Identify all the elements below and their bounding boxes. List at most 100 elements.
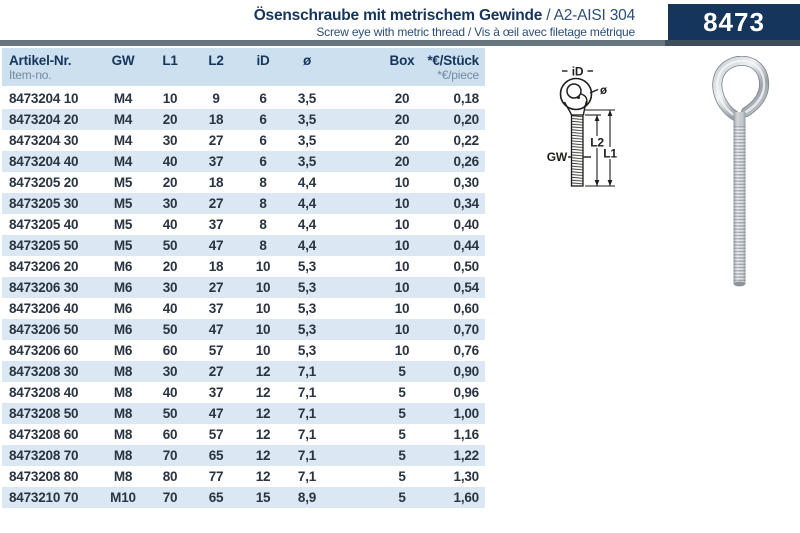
table-row: 8473204 20 M4 20 18 6 3,5 20 0,20: [2, 109, 485, 130]
cell-l2: 65: [208, 490, 224, 505]
cell-box-quantity: 5: [398, 427, 406, 442]
diagram-label-diameter: ø: [600, 85, 607, 97]
cell-l1: 40: [162, 154, 178, 169]
cell-l2: 47: [208, 406, 224, 421]
column-header-diameter: ø: [302, 53, 312, 68]
cell-id: 10: [255, 259, 271, 274]
product-photo: [712, 56, 769, 287]
cell-l1: 30: [162, 280, 178, 295]
cell-l1: 60: [162, 427, 178, 442]
table-row: 8473206 50 M6 50 47 10 5,3 10 0,70: [2, 319, 485, 340]
cell-spacer: [324, 340, 380, 361]
cell-id: 12: [255, 448, 271, 463]
cell-l1: 30: [162, 196, 178, 211]
column-header-article-sub: Item-no.: [9, 68, 52, 82]
cell-box-quantity: 20: [394, 133, 410, 148]
table-row: 8473205 50 M5 50 47 8 4,4 10 0,44: [2, 235, 485, 256]
cell-price: 0,50: [453, 259, 480, 274]
cell-l1: 50: [162, 238, 178, 253]
cell-gw: M6: [113, 301, 133, 316]
cell-gw: M6: [113, 259, 133, 274]
cell-gw: M6: [113, 322, 133, 337]
cell-spacer: [324, 277, 380, 298]
cell-price: 0,18: [453, 91, 480, 106]
cell-box-quantity: 10: [394, 280, 410, 295]
cell-article-number: 8473204 10: [9, 91, 79, 106]
cell-diameter: 3,5: [297, 154, 317, 169]
cell-article-number: 8473205 40: [9, 217, 79, 232]
table-row: 8473208 80 M8 80 77 12 7,1 5 1,30: [2, 466, 485, 487]
cell-gw: M8: [113, 364, 133, 379]
cell-diameter: 5,3: [297, 301, 317, 316]
column-header-price-sub: *€/piece: [437, 68, 479, 82]
cell-article-number: 8473204 30: [9, 133, 79, 148]
diagram-label-id: iD: [572, 65, 584, 79]
cell-id: 12: [255, 469, 271, 484]
cell-gw: M4: [113, 133, 133, 148]
article-group-badge: 8473: [668, 4, 800, 41]
table-body: 8473204 10 M4 10 9 6 3,5 20 0,18 8473204…: [2, 88, 485, 508]
cell-gw: M5: [113, 238, 133, 253]
cell-l2: 37: [208, 385, 224, 400]
table-row: 8473204 40 M4 40 37 6 3,5 20 0,26: [2, 151, 485, 172]
cell-price: 0,20: [453, 112, 480, 127]
table-row: 8473208 40 M8 40 37 12 7,1 5 0,96: [2, 382, 485, 403]
cell-spacer: [324, 445, 380, 466]
diagram-label-gw: GW: [547, 150, 568, 164]
cell-id: 12: [255, 385, 271, 400]
cell-price: 1,60: [453, 490, 480, 505]
cell-id: 15: [255, 490, 271, 505]
cell-spacer: [324, 235, 380, 256]
cell-l2: 27: [208, 364, 224, 379]
cell-l1: 60: [162, 343, 178, 358]
cell-l1: 50: [162, 406, 178, 421]
cell-id: 8: [259, 217, 267, 232]
cell-l2: 9: [212, 91, 220, 106]
cell-diameter: 5,3: [297, 322, 317, 337]
cell-id: 6: [259, 112, 267, 127]
header-divider-bar-dark-segment: [665, 40, 800, 46]
cell-gw: M8: [113, 406, 133, 421]
table-row: 8473205 20 M5 20 18 8 4,4 10 0,30: [2, 172, 485, 193]
cell-price: 0,60: [453, 301, 480, 316]
cell-article-number: 8473208 80: [9, 469, 79, 484]
cell-diameter: 4,4: [297, 238, 317, 253]
column-header-box: Box: [389, 53, 415, 68]
column-header-l2: L2: [208, 53, 224, 68]
cell-price: 0,26: [453, 154, 480, 169]
cell-diameter: 5,3: [297, 259, 317, 274]
cell-gw: M5: [113, 175, 133, 190]
cell-spacer: [324, 361, 380, 382]
cell-l1: 20: [162, 259, 178, 274]
product-table: Artikel-Nr. Item-no. GW L1 L2 iD ø Box *…: [2, 48, 485, 508]
cell-box-quantity: 10: [394, 322, 410, 337]
cell-l2: 37: [208, 217, 224, 232]
cell-price: 1,22: [453, 448, 480, 463]
cell-l1: 40: [162, 385, 178, 400]
title-translations: Screw eye with metric thread / Vis à œil…: [316, 25, 635, 40]
column-header-price: *€/Stück *€/piece: [424, 53, 485, 83]
table-row: 8473208 70 M8 70 65 12 7,1 5 1,22: [2, 445, 485, 466]
cell-l2: 77: [208, 469, 224, 484]
technical-drawing: iD ø GW L2 L1: [547, 65, 618, 187]
cell-box-quantity: 10: [394, 217, 410, 232]
cell-id: 12: [255, 364, 271, 379]
cell-l2: 57: [208, 343, 224, 358]
cell-price: 0,22: [453, 133, 480, 148]
header-divider-bar: [0, 40, 800, 46]
cell-gw: M8: [113, 385, 133, 400]
cell-gw: M4: [113, 91, 133, 106]
cell-l2: 37: [208, 301, 224, 316]
column-header-l1: L1: [162, 53, 178, 68]
cell-price: 0,96: [453, 385, 480, 400]
cell-article-number: 8473208 60: [9, 427, 79, 442]
cell-article-number: 8473206 40: [9, 301, 79, 316]
cell-l1: 30: [162, 364, 178, 379]
cell-diameter: 7,1: [297, 385, 317, 400]
cell-l2: 47: [208, 322, 224, 337]
cell-spacer: [324, 109, 380, 130]
cell-id: 6: [259, 91, 267, 106]
cell-spacer: [324, 172, 380, 193]
cell-gw: M4: [113, 154, 133, 169]
cell-diameter: 7,1: [297, 448, 317, 463]
